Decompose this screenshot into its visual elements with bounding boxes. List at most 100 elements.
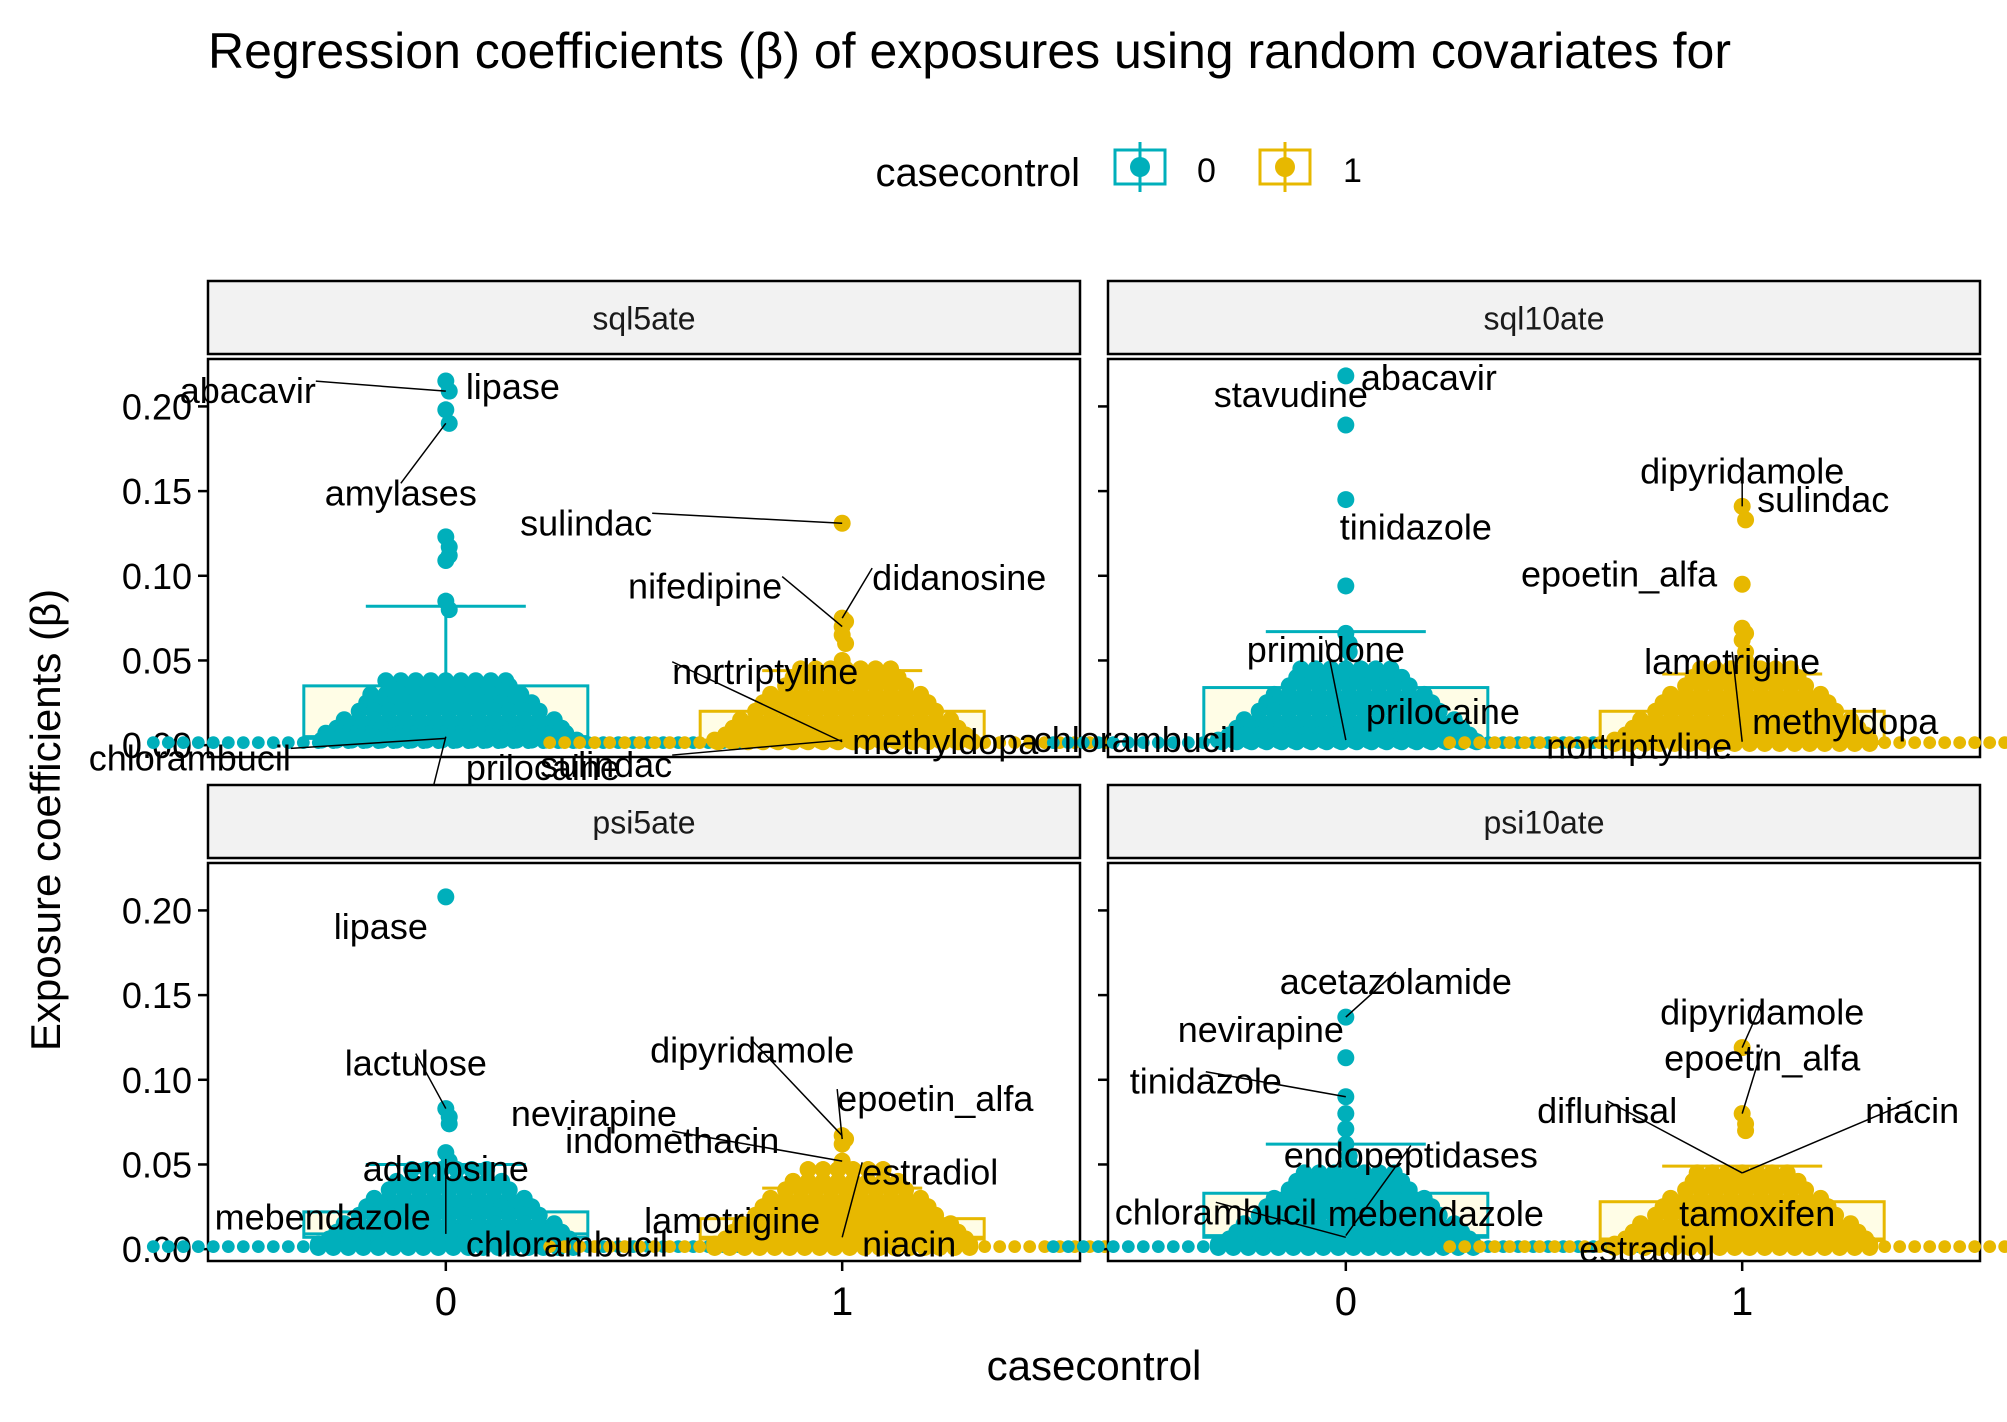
label-leader-line <box>1731 651 1743 742</box>
data-dot <box>296 1240 310 1253</box>
point-label: abacavir <box>1361 357 1497 398</box>
point-label: lamotrigine <box>644 1200 820 1241</box>
label-leader-line <box>1325 639 1347 741</box>
data-dot <box>1983 1240 1997 1253</box>
data-dot <box>889 733 907 751</box>
data-dot <box>1076 736 1090 749</box>
data-dot <box>603 1240 617 1253</box>
data-dot <box>1061 736 1075 749</box>
data-dot <box>1518 1240 1532 1253</box>
data-dot <box>648 736 662 749</box>
data-dot <box>1151 1240 1165 1253</box>
data-dot <box>1393 733 1411 751</box>
data-dot <box>1473 1240 1487 1253</box>
data-dot <box>1968 736 1982 749</box>
data-dot <box>1121 736 1135 749</box>
data-dot <box>1801 734 1819 752</box>
data-dot <box>1337 367 1355 385</box>
label-leader-line <box>1215 1201 1347 1239</box>
data-dot <box>1337 491 1355 509</box>
data-dot <box>558 1240 572 1253</box>
data-dot <box>1786 1238 1804 1256</box>
data-dot <box>1593 1240 1607 1253</box>
point-label: acetazolamide <box>1280 961 1512 1002</box>
data-dot <box>358 731 376 749</box>
data-dot <box>993 736 1007 749</box>
label-leader-line <box>652 512 843 525</box>
data-dot <box>1651 734 1669 752</box>
point-label: adenosine <box>363 1148 529 1189</box>
data-dot <box>1983 736 1997 749</box>
data-dot <box>648 1240 662 1253</box>
data-dot <box>296 736 310 749</box>
point-label: chlorambucil <box>1034 719 1236 760</box>
data-dot <box>1786 734 1804 752</box>
data-dot <box>978 1240 992 1253</box>
data-dot <box>523 731 541 749</box>
y-tick-label: 0.05 <box>122 1144 192 1185</box>
data-dot <box>251 736 265 749</box>
x-axis-title: casecontrol <box>987 1342 1202 1389</box>
data-dot <box>474 1238 492 1256</box>
label-leader-line <box>841 567 873 619</box>
label-leader-line <box>400 422 447 484</box>
data-dot <box>1831 1238 1849 1256</box>
point-label: endopeptidases <box>1284 1135 1538 1176</box>
data-dot <box>1923 736 1937 749</box>
data-dot <box>1548 1240 1562 1253</box>
x-tick-label: 1 <box>831 1280 853 1324</box>
point-label: epoetin_alfa <box>837 1078 1034 1119</box>
data-dot <box>751 1238 769 1256</box>
data-dot <box>1046 1240 1060 1253</box>
point-label: didanosine <box>872 557 1046 598</box>
data-dot <box>1518 736 1532 749</box>
data-dot <box>1374 1238 1392 1256</box>
data-dot <box>403 1161 421 1179</box>
point-label: epoetin_alfa <box>1521 553 1718 594</box>
label-leader-line <box>751 1040 843 1137</box>
data-dot <box>1953 736 1967 749</box>
data-dot <box>478 731 496 749</box>
data-dot <box>1340 643 1358 661</box>
data-dot <box>1606 1238 1624 1256</box>
panels: sql5ate0.000.050.100.150.20abacavirlipas… <box>89 279 2007 1324</box>
data-dot <box>1136 736 1150 749</box>
data-dot <box>1363 733 1381 751</box>
data-dot <box>633 736 647 749</box>
point-label: stavudine <box>1214 374 1368 415</box>
data-dot <box>1091 736 1105 749</box>
legend-label-0: 0 <box>1197 152 1216 190</box>
data-dot <box>414 1238 432 1256</box>
point-label: indomethacin <box>565 1120 779 1161</box>
data-dot <box>1378 733 1396 751</box>
data-dot <box>978 736 992 749</box>
data-dot <box>1458 1240 1472 1253</box>
data-dot <box>176 1240 190 1253</box>
data-dot <box>1408 733 1426 751</box>
data-dot <box>1621 734 1639 752</box>
data-dot <box>463 1161 481 1179</box>
label-leader-line <box>836 1088 843 1140</box>
point-label: tamoxifen <box>1679 1193 1835 1234</box>
data-dot <box>1333 733 1351 751</box>
data-dot <box>281 736 295 749</box>
data-dot <box>1606 734 1624 752</box>
data-dot <box>874 1161 892 1179</box>
label-leader-line <box>1741 1002 1763 1048</box>
data-dot <box>1008 736 1022 749</box>
data-dot <box>964 733 982 751</box>
data-dot <box>1166 736 1180 749</box>
data-dot <box>281 1240 295 1253</box>
data-dot <box>603 736 617 749</box>
point-label: sulindac <box>540 744 672 785</box>
data-dot <box>191 1240 205 1253</box>
data-dot <box>1968 1240 1982 1253</box>
point-label: sulindac <box>520 502 652 543</box>
data-dot <box>886 1238 904 1256</box>
y-axis-title: Exposure coefficients (β) <box>22 589 69 1051</box>
point-label: prilocaine <box>1366 691 1520 732</box>
data-dot <box>693 1240 707 1253</box>
point-label: amylases <box>325 472 477 513</box>
data-dot <box>814 1161 832 1179</box>
data-dot <box>1151 736 1165 749</box>
